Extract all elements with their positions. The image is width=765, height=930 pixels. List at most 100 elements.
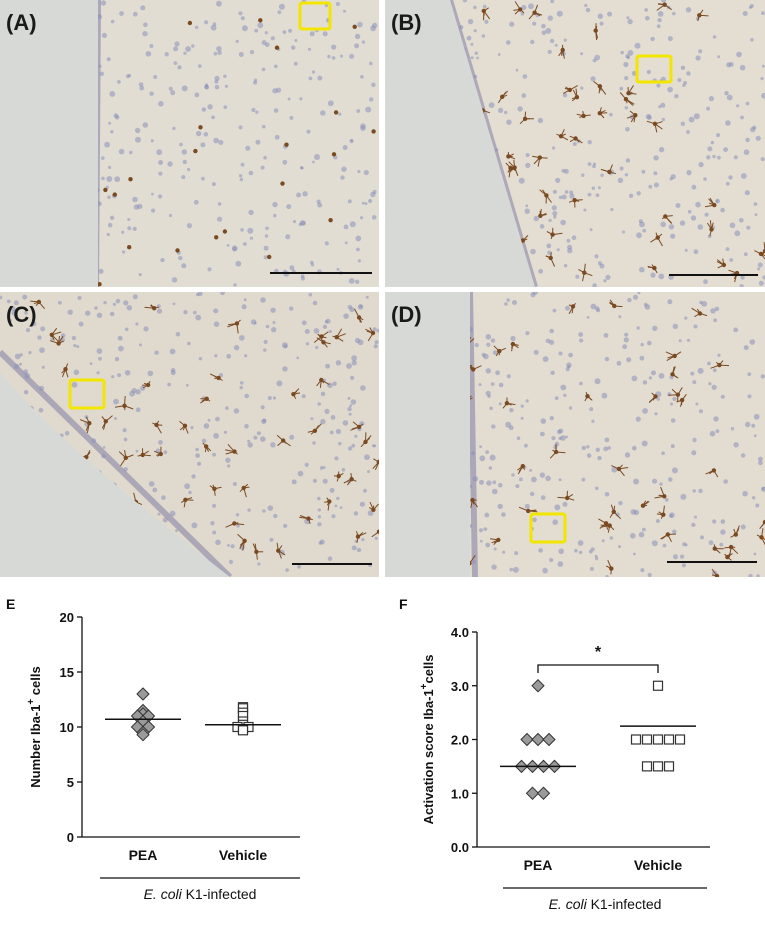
nucleus (335, 1, 340, 7)
nucleus (546, 243, 552, 249)
microglia-process (574, 199, 583, 201)
nucleus (680, 554, 685, 559)
nucleus (501, 512, 506, 517)
nucleus (119, 11, 124, 16)
nucleus (363, 169, 369, 176)
nucleus (322, 324, 328, 329)
nucleus (111, 375, 115, 379)
highlight-box (68, 378, 106, 410)
microglia-process (236, 319, 241, 324)
microglia-process (320, 379, 325, 384)
nucleus (471, 451, 476, 456)
nucleus (633, 478, 640, 485)
nucleus (640, 568, 645, 573)
nucleus (250, 319, 257, 325)
nucleus (749, 339, 756, 345)
microglia-process (61, 369, 66, 378)
microglia-process (51, 334, 59, 342)
nucleus (241, 304, 247, 310)
microglia-process (558, 49, 564, 57)
nucleus (370, 25, 376, 32)
nucleus (359, 421, 365, 427)
y-tick-label: 0.0 (451, 840, 469, 855)
microglia-process (642, 500, 649, 507)
microglia-process (613, 511, 622, 520)
microglia-process (609, 525, 615, 531)
nucleus (625, 127, 630, 132)
nucleus (360, 216, 364, 220)
microglia-process (243, 487, 247, 498)
nucleus (622, 344, 628, 350)
microglia-process (667, 355, 675, 359)
nucleus (618, 500, 623, 506)
nucleus (746, 225, 751, 230)
microglia-process (569, 85, 578, 91)
nucleus (317, 75, 323, 81)
nucleus (472, 476, 479, 482)
microglia-process (183, 499, 186, 508)
y-axis-label-superscript: + (26, 699, 37, 705)
nucleus (140, 385, 146, 391)
nucleus (532, 21, 537, 26)
chart-e-plot: E 0 5 10 15 20 Number Iba-1+ cells PEA Vehicle E… (6, 596, 300, 902)
nucleus (351, 360, 357, 366)
nucleus (175, 529, 178, 532)
nucleus (591, 186, 595, 190)
nucleus (660, 102, 666, 108)
microglia-cell (280, 181, 285, 186)
nucleus (39, 385, 45, 391)
nucleus (191, 474, 196, 479)
microglia-process (654, 123, 658, 133)
nucleus (265, 226, 269, 231)
nucleus (272, 396, 277, 400)
microglia-process (607, 560, 612, 569)
nucleus (604, 356, 610, 362)
nucleus (244, 354, 248, 358)
nucleus (498, 402, 502, 406)
nucleus (265, 42, 270, 47)
nucleus (479, 479, 484, 485)
group-caption: E. coli K1-infected (549, 896, 662, 912)
nucleus (698, 162, 704, 168)
nucleus (530, 292, 536, 298)
nucleus (491, 564, 497, 570)
microglia-process (225, 449, 235, 453)
nucleus (304, 462, 309, 467)
nucleus (118, 148, 125, 155)
microglia-process (571, 96, 578, 102)
nucleus (191, 522, 198, 529)
nucleus (367, 470, 370, 474)
microglia-process (671, 388, 679, 396)
nucleus (106, 57, 111, 62)
micrograph-a-image (0, 0, 379, 287)
microglia-process (227, 323, 238, 328)
microglia-process (61, 368, 66, 374)
microglia-process (717, 264, 725, 269)
nucleus (343, 224, 349, 230)
microglia-process (470, 499, 473, 508)
nucleus (552, 211, 558, 216)
nucleus (239, 177, 244, 182)
microglia-process (550, 257, 556, 267)
nucleus (670, 444, 675, 449)
microglia-process (567, 497, 575, 501)
nucleus (554, 396, 559, 400)
nucleus (669, 512, 675, 518)
nucleus (712, 368, 717, 373)
nucleus (644, 8, 648, 12)
nucleus (233, 408, 240, 414)
nucleus (542, 567, 548, 574)
nucleus (624, 452, 631, 458)
nucleus (488, 102, 495, 108)
microglia-process (321, 331, 329, 337)
nucleus (611, 466, 618, 473)
nucleus (249, 236, 253, 240)
nucleus (492, 488, 498, 495)
nucleus (509, 408, 514, 413)
nucleus (511, 473, 515, 477)
nucleus (104, 141, 110, 148)
nucleus (703, 279, 708, 285)
nucleus (112, 302, 116, 306)
microglia-process (519, 9, 525, 14)
y-tick-label: 3.0 (451, 679, 469, 694)
